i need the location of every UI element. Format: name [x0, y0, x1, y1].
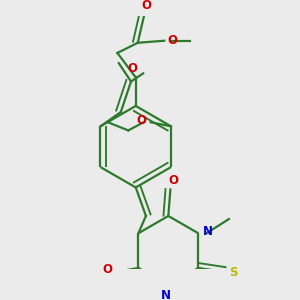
Text: N: N	[161, 289, 171, 300]
Text: S: S	[229, 266, 237, 278]
Text: O: O	[103, 263, 113, 277]
Text: O: O	[128, 62, 137, 75]
Text: O: O	[169, 174, 178, 188]
Text: O: O	[136, 114, 147, 127]
Text: O: O	[167, 34, 178, 47]
Text: N: N	[203, 225, 213, 238]
Text: O: O	[141, 0, 151, 12]
